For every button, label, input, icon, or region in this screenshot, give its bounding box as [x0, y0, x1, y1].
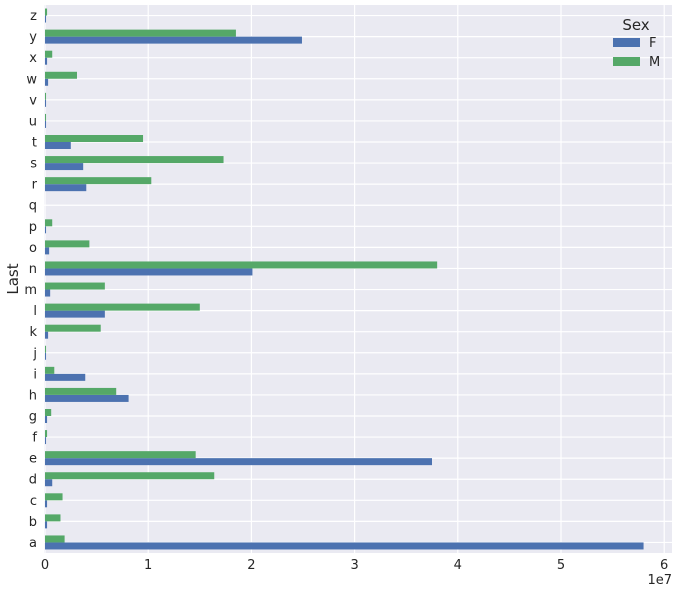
y-tick-label: h: [29, 388, 37, 403]
bar-F-d: [45, 479, 53, 487]
y-tick-label: j: [32, 346, 37, 361]
y-tick-label: e: [29, 452, 37, 467]
bar-M-f: [45, 430, 48, 438]
bars: [45, 8, 644, 550]
y-tick-label: d: [29, 473, 37, 488]
bar-M-j: [45, 345, 47, 353]
bar-M-m: [45, 282, 105, 290]
bar-M-k: [45, 324, 101, 332]
bar-F-t: [45, 142, 71, 149]
x-tick-label: 4: [454, 558, 462, 573]
y-tick-label: b: [29, 515, 37, 530]
bar-F-e: [45, 458, 432, 466]
bar-F-n: [45, 268, 253, 276]
legend-title: Sex: [622, 16, 649, 34]
x-tick-labels: 0 1 2 3 4 5 6: [41, 558, 668, 573]
y-tick-label: x: [29, 51, 37, 66]
y-tick-label: z: [30, 9, 37, 24]
bar-F-s: [45, 163, 84, 171]
bar-M-b: [45, 514, 61, 522]
y-axis-label: Last: [4, 263, 22, 294]
y-tick-label: y: [29, 30, 37, 45]
bar-M-g: [45, 409, 52, 416]
y-tick-label: c: [30, 494, 37, 509]
bar-F-o: [45, 247, 50, 255]
y-tick-label: q: [29, 199, 37, 214]
bar-F-u: [45, 120, 47, 128]
bar-M-c: [45, 493, 63, 501]
bar-F-x: [45, 57, 48, 65]
bar-M-y: [45, 29, 236, 37]
y-tick-label: s: [30, 157, 37, 172]
bar-F-a: [45, 542, 644, 550]
legend-swatch-F: [613, 38, 640, 47]
bar-M-z: [45, 8, 48, 16]
x-tick-label: 0: [41, 558, 49, 573]
bar-M-a: [45, 535, 65, 543]
bar-F-v: [45, 99, 47, 107]
y-tick-label: o: [29, 241, 37, 256]
bar-M-l: [45, 303, 200, 311]
y-tick-label: p: [29, 220, 37, 235]
bar-M-i: [45, 366, 55, 374]
bar-M-s: [45, 156, 224, 164]
x-tick-label: 1: [144, 558, 152, 573]
bar-M-h: [45, 387, 117, 395]
x-tick-label: 2: [247, 558, 255, 573]
bar-F-f: [45, 437, 47, 445]
bar-M-e: [45, 451, 196, 459]
y-tick-label: i: [33, 367, 37, 382]
y-tick-label: v: [29, 93, 37, 108]
bar-M-n: [45, 261, 438, 269]
bar-M-p: [45, 219, 53, 227]
bar-F-i: [45, 373, 86, 381]
x-tick-label: 3: [350, 558, 358, 573]
y-tick-label: t: [32, 136, 37, 151]
plot-background: [44, 5, 672, 553]
x-offset-label: 1e7: [647, 573, 672, 588]
bar-F-p: [45, 226, 47, 234]
bar-F-m: [45, 289, 51, 297]
y-tick-label: u: [29, 114, 37, 129]
legend-label-F: F: [649, 36, 656, 51]
bar-F-c: [45, 500, 48, 508]
bar-M-r: [45, 177, 152, 185]
y-tick-label: m: [24, 283, 37, 298]
legend-swatch-M: [613, 57, 640, 66]
x-tick-label: 6: [660, 558, 668, 573]
bar-F-h: [45, 394, 129, 402]
bar-F-z: [45, 15, 47, 23]
bar-F-l: [45, 310, 105, 318]
bar-F-k: [45, 331, 49, 339]
bar-F-w: [45, 78, 49, 86]
y-tick-label: a: [29, 536, 37, 551]
bar-M-w: [45, 71, 77, 79]
bar-F-b: [45, 521, 48, 529]
bar-M-u: [45, 113, 47, 121]
x-tick-label: 5: [557, 558, 565, 573]
y-tick-label: f: [32, 431, 37, 446]
y-tick-label: g: [29, 410, 37, 425]
bar-M-o: [45, 240, 90, 248]
bar-F-g: [45, 416, 48, 423]
bar-M-x: [45, 50, 53, 58]
legend-label-M: M: [649, 55, 660, 70]
y-tick-label: k: [29, 325, 37, 340]
y-tick-label: n: [29, 262, 37, 277]
y-tick-label: r: [32, 178, 38, 193]
y-tick-label: w: [26, 72, 37, 87]
bar-M-v: [45, 92, 47, 100]
bar-F-y: [45, 36, 302, 44]
y-tick-label: l: [33, 304, 37, 319]
legend: Sex FM: [613, 16, 660, 70]
bar-F-r: [45, 184, 87, 192]
bar-M-d: [45, 472, 215, 480]
bar-F-j: [45, 352, 47, 360]
bar-M-t: [45, 135, 144, 142]
